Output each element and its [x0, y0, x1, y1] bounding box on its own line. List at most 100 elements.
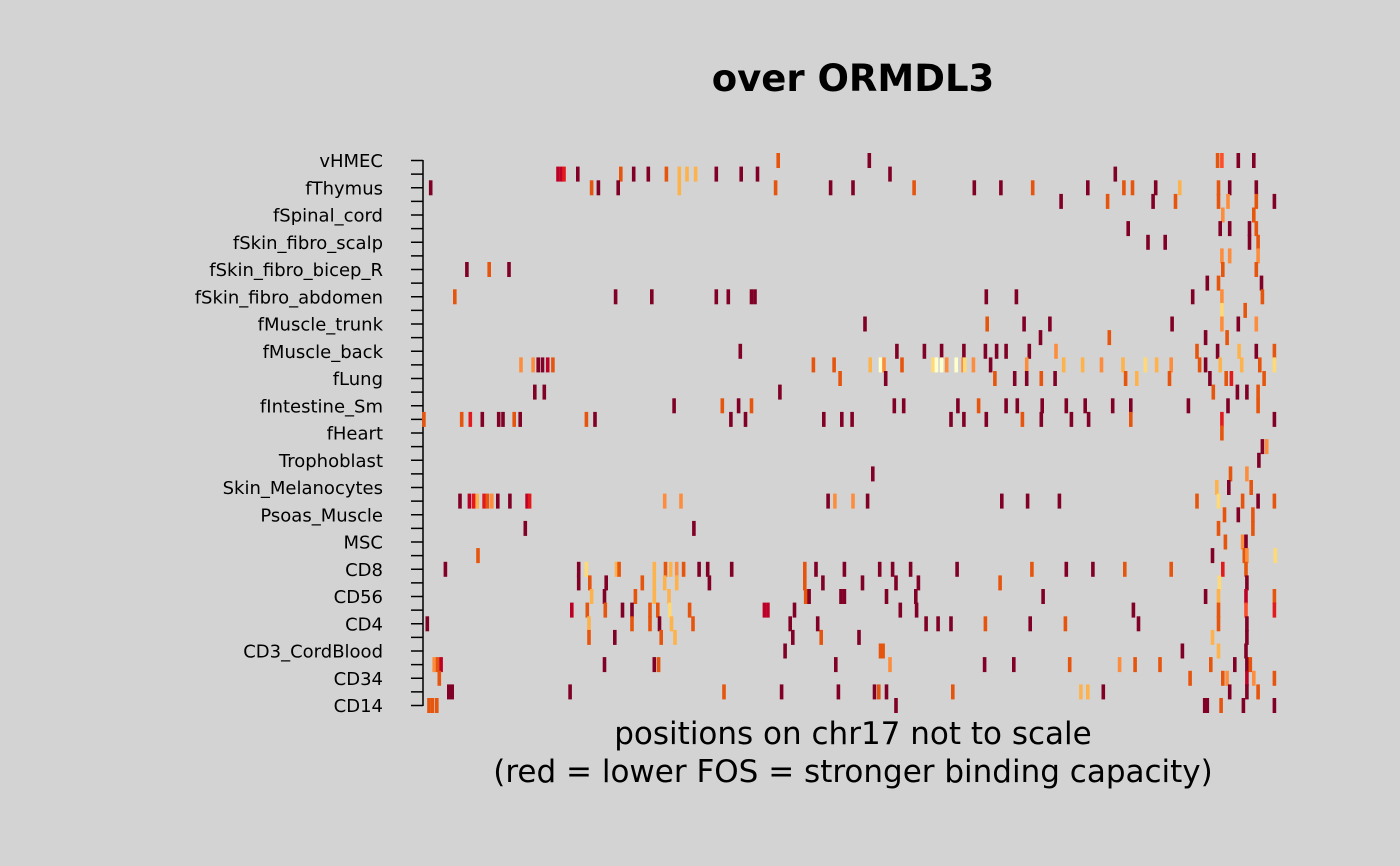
- heatmap-mark: [630, 616, 634, 632]
- heatmap-mark: [1123, 371, 1128, 386]
- x-axis-label: positions on chr17 not to scale: [614, 716, 1091, 752]
- heatmap-mark: [659, 629, 663, 645]
- heatmap-mark: [1239, 357, 1244, 373]
- heatmap-mark: [475, 493, 479, 509]
- heatmap-mark: [834, 657, 838, 673]
- heatmap-mark: [487, 262, 491, 277]
- heatmap-mark: [1256, 398, 1260, 414]
- heatmap-mark: [1251, 520, 1255, 536]
- heatmap-mark: [791, 629, 795, 645]
- heatmap-mark: [1220, 302, 1224, 318]
- heatmap-mark: [1000, 493, 1004, 509]
- heatmap-mark: [962, 411, 966, 427]
- heatmap-mark: [669, 616, 674, 632]
- heatmap-mark: [1220, 316, 1224, 332]
- heatmap-mark: [674, 561, 679, 577]
- heatmap-mark: [476, 548, 480, 564]
- heatmap-mark: [1202, 698, 1207, 713]
- y-tick-label: fSpinal_cord: [273, 206, 383, 227]
- heatmap-mark: [714, 289, 719, 305]
- heatmap-mark: [1024, 371, 1029, 386]
- heatmap-mark: [1252, 207, 1256, 223]
- heatmap-mark: [914, 589, 918, 604]
- heatmap-mark: [588, 575, 592, 591]
- heatmap-mark: [556, 166, 560, 182]
- heatmap-mark: [604, 575, 608, 591]
- heatmap-mark: [776, 153, 780, 168]
- heatmap-mark: [1264, 439, 1269, 455]
- heatmap-mark: [1256, 684, 1260, 700]
- heatmap-mark: [1086, 411, 1091, 427]
- heatmap-mark: [720, 398, 725, 414]
- heatmap-mark: [1240, 534, 1245, 550]
- heatmap-mark: [467, 493, 472, 509]
- heatmap-mark: [1233, 657, 1237, 673]
- heatmap-mark: [840, 411, 844, 427]
- y-tick-label: fSkin_fibro_abdomen: [195, 287, 383, 308]
- heatmap-mark: [1061, 357, 1066, 373]
- heatmap-mark: [714, 166, 719, 182]
- heatmap-mark: [1256, 384, 1260, 400]
- heatmap-mark: [681, 561, 686, 577]
- heatmap-mark: [648, 616, 652, 632]
- heatmap-mark: [1215, 343, 1220, 359]
- heatmap-mark: [1245, 384, 1249, 400]
- heatmap-mark: [1004, 343, 1008, 359]
- heatmap-mark: [1220, 248, 1224, 264]
- heatmap-mark: [437, 670, 442, 686]
- y-tick-label: CD3_CordBlood: [243, 642, 383, 663]
- y-tick-label: fHeart: [327, 424, 383, 445]
- heatmap-mark: [616, 180, 620, 196]
- heatmap-mark: [677, 180, 682, 196]
- heatmap-mark: [833, 493, 837, 509]
- heatmap-mark: [1121, 357, 1125, 373]
- heatmap-mark: [662, 575, 667, 591]
- heatmap-mark: [1216, 275, 1221, 291]
- heatmap-mark: [668, 602, 672, 618]
- heatmap-mark: [878, 357, 883, 373]
- heatmap-mark: [1220, 289, 1224, 305]
- heatmap-mark: [1245, 466, 1249, 482]
- heatmap-mark: [1216, 602, 1221, 618]
- heatmap-mark: [617, 561, 621, 577]
- heatmap-mark: [490, 493, 494, 509]
- heatmap-mark: [531, 357, 535, 373]
- heatmap-mark: [1223, 534, 1228, 550]
- heatmap-mark: [1153, 180, 1158, 196]
- heatmap-mark: [722, 684, 726, 700]
- heatmap-mark: [650, 289, 654, 305]
- heatmap-mark: [1210, 548, 1215, 564]
- heatmap-mark: [1208, 371, 1212, 386]
- heatmap-mark: [1024, 357, 1029, 373]
- heatmap-mark: [826, 493, 830, 509]
- y-tick-label: CD4: [345, 614, 383, 635]
- heatmap-mark: [783, 643, 787, 659]
- heatmap-mark: [1054, 343, 1058, 359]
- heatmap-mark: [982, 657, 987, 673]
- heatmap-mark: [901, 398, 906, 414]
- heatmap-mark: [1216, 180, 1221, 196]
- heatmap-mark: [1244, 643, 1248, 659]
- heatmap-mark: [1229, 371, 1234, 386]
- heatmap-mark: [1135, 371, 1139, 386]
- heatmap-mark: [999, 180, 1003, 196]
- heatmap-mark: [1004, 398, 1008, 414]
- heatmap-mark: [576, 575, 581, 591]
- heatmap-mark: [983, 343, 988, 359]
- heatmap-mark: [934, 357, 939, 373]
- heatmap-mark: [542, 384, 547, 400]
- heatmap-mark: [1272, 343, 1277, 359]
- heatmap-mark: [1186, 398, 1191, 414]
- heatmap-mark: [1210, 629, 1215, 645]
- heatmap-mark: [1143, 357, 1148, 373]
- heatmap-mark: [1272, 357, 1277, 373]
- heatmap-mark: [984, 289, 989, 305]
- chart-title: over ORMDL3: [712, 57, 995, 100]
- heatmap-mark: [949, 616, 953, 632]
- y-tick-label: fIntestine_Sm: [260, 396, 383, 417]
- heatmap-mark: [501, 411, 505, 427]
- heatmap-mark: [803, 561, 807, 577]
- heatmap-mark: [482, 493, 486, 509]
- heatmap-mark: [630, 602, 634, 618]
